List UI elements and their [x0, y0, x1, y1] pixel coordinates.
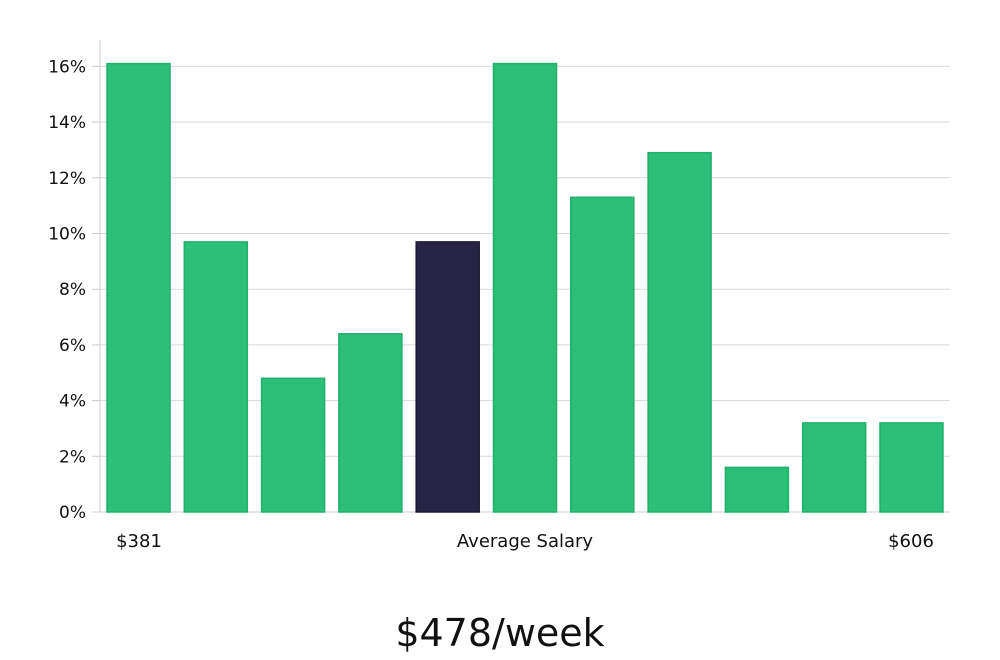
bar	[647, 151, 712, 513]
bar-highlighted	[415, 241, 480, 513]
bar	[338, 333, 403, 513]
y-tick-label: 6%	[59, 336, 86, 356]
bar	[260, 377, 326, 513]
y-tick-label: 12%	[48, 169, 86, 189]
bar	[879, 422, 944, 513]
x-min-label: $381	[116, 531, 162, 552]
bar	[570, 196, 635, 513]
bar	[183, 241, 249, 513]
bar	[106, 62, 171, 513]
bar	[492, 62, 558, 513]
salary-histogram: 0% 2% 4% 6% 8% 10% 12% 14% 16% $381 Average Sala…	[48, 40, 950, 552]
y-tick-label: 0%	[59, 503, 86, 523]
y-tick-labels: 0% 2% 4% 6% 8% 10% 12% 14% 16%	[48, 57, 86, 523]
y-tick-label: 16%	[48, 57, 86, 77]
bar	[801, 422, 867, 513]
y-tick-label: 8%	[59, 280, 86, 300]
y-tick-label: 4%	[59, 392, 86, 412]
y-tick-label: 10%	[48, 225, 86, 245]
y-tick-label: 14%	[48, 113, 86, 133]
x-axis-labels: $381 Average Salary $606	[116, 531, 934, 552]
average-salary-value: $478/week	[395, 611, 605, 655]
y-tick-label: 2%	[59, 447, 86, 467]
x-axis-title: Average Salary	[457, 531, 594, 552]
bar	[724, 466, 790, 513]
bars	[106, 62, 944, 513]
x-max-label: $606	[888, 531, 934, 552]
